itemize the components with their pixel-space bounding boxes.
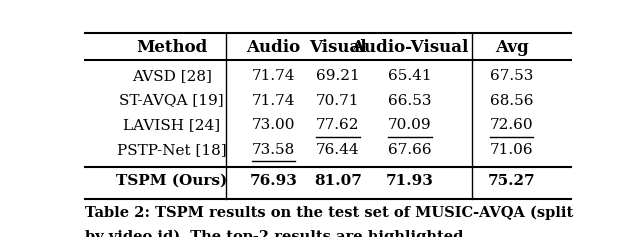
Text: 67.66: 67.66 (388, 143, 431, 157)
Text: 66.53: 66.53 (388, 94, 431, 108)
Text: 72.60: 72.60 (490, 118, 533, 132)
Text: LAVISH [24]: LAVISH [24] (123, 118, 220, 132)
Text: 75.27: 75.27 (488, 174, 535, 188)
Text: 71.74: 71.74 (252, 94, 295, 108)
Text: 71.74: 71.74 (252, 69, 295, 83)
Text: ST-AVQA [19]: ST-AVQA [19] (120, 94, 224, 108)
Text: TSPM (Ours): TSPM (Ours) (116, 174, 227, 188)
Text: AVSD [28]: AVSD [28] (132, 69, 212, 83)
Text: 76.93: 76.93 (250, 174, 298, 188)
Text: 65.41: 65.41 (388, 69, 431, 83)
Text: 73.58: 73.58 (252, 143, 295, 157)
Text: 71.06: 71.06 (490, 143, 533, 157)
Text: PSTP-Net [18]: PSTP-Net [18] (117, 143, 227, 157)
Text: 68.56: 68.56 (490, 94, 533, 108)
Text: 67.53: 67.53 (490, 69, 533, 83)
Text: 77.62: 77.62 (316, 118, 360, 132)
Text: Audio-Visual: Audio-Visual (351, 39, 468, 56)
Text: 73.00: 73.00 (252, 118, 295, 132)
Text: Visual: Visual (309, 39, 367, 56)
Text: Method: Method (136, 39, 207, 56)
Text: Audio: Audio (246, 39, 301, 56)
Text: 70.09: 70.09 (388, 118, 431, 132)
Text: 81.07: 81.07 (314, 174, 362, 188)
Text: 69.21: 69.21 (316, 69, 360, 83)
Text: 70.71: 70.71 (316, 94, 360, 108)
Text: by video id). The top-2 results are highlighted.: by video id). The top-2 results are high… (85, 230, 468, 237)
Text: 71.93: 71.93 (386, 174, 434, 188)
Text: Table 2: TSPM results on the test set of MUSIC-AVQA (split: Table 2: TSPM results on the test set of… (85, 206, 573, 220)
Text: Avg: Avg (495, 39, 529, 56)
Text: 76.44: 76.44 (316, 143, 360, 157)
